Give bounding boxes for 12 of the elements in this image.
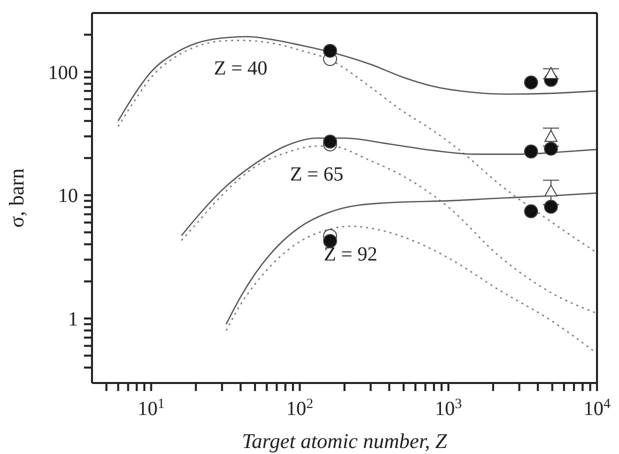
x-tick-label: 10$^{2}$ [286,396,314,420]
x-tick-label: 10$^{1}$ [138,396,165,420]
y-axis-title: σ, barn [4,168,28,228]
annotation: Z = 92 [324,243,378,266]
y-tick-label: 10 [58,185,78,208]
annotation: Z = 40 [214,58,268,80]
y-tick-label: 1 [68,308,78,331]
x-tick-label: 10$^{4}$ [584,396,610,420]
x-axis-title: Target atomic number, Z [242,429,448,453]
x-tick-label: 10$^{3}$ [434,396,462,420]
annotation: Z = 65 [290,163,344,186]
y-tick-label: 100 [48,62,78,84]
